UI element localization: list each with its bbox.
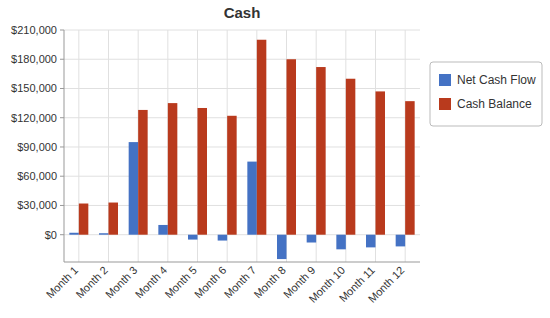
legend-swatch (439, 74, 451, 86)
bar (257, 40, 266, 235)
bar (307, 235, 316, 243)
bar (405, 101, 414, 235)
grid-line-y (64, 146, 420, 147)
grid (64, 30, 420, 262)
bar (168, 103, 177, 235)
bar (129, 142, 138, 235)
bar (247, 162, 256, 235)
bar (287, 59, 296, 234)
legend-swatch (439, 98, 451, 110)
bar (336, 235, 345, 250)
axes: $0 $30,000 $60,000 $90,000 $120,000 $150,000 $… (11, 24, 420, 305)
y-tick (60, 176, 64, 177)
x-tick-label: Month 4 (133, 264, 170, 301)
bar (277, 235, 286, 259)
grid-line-y (64, 117, 420, 118)
bar (227, 116, 236, 235)
bar (188, 235, 197, 240)
x-tick-label: Month 2 (73, 264, 110, 301)
bar (99, 233, 108, 234)
legend: Net Cash Flow Cash Balance (430, 62, 542, 126)
bar (79, 204, 88, 235)
x-axis-line (64, 262, 420, 263)
y-tick-label: $120,000 (11, 112, 57, 124)
y-tick-label: $150,000 (11, 82, 57, 94)
bar (198, 108, 207, 235)
y-tick-label: $60,000 (17, 170, 57, 182)
y-tick-label: $210,000 (11, 24, 57, 36)
y-tick (60, 205, 64, 206)
y-tick (60, 117, 64, 118)
bar (109, 203, 118, 235)
y-tick (60, 234, 64, 235)
y-tick-label: $30,000 (17, 199, 57, 211)
x-tick-label: Month 6 (192, 264, 229, 301)
x-tick-label: Month 12 (366, 264, 407, 305)
bar (218, 235, 227, 241)
x-tick-label: Month 5 (162, 264, 199, 301)
bar (158, 225, 167, 235)
x-tick-label: Month 7 (222, 264, 259, 301)
bar (346, 79, 355, 235)
y-tick-label: $180,000 (11, 53, 57, 65)
grid-line-y (64, 88, 420, 89)
chart-container: Cash $0 $30,000 $60,000 $90,000 $120,000 $150,… (0, 0, 550, 318)
grid-line-y (64, 30, 420, 31)
y-tick (60, 59, 64, 60)
bar (138, 110, 147, 235)
y-tick-label: $0 (45, 229, 57, 241)
title: Cash (224, 4, 261, 21)
legend-box (430, 62, 542, 126)
bar (376, 91, 385, 234)
x-tick-label: Month 3 (103, 264, 140, 301)
x-tick-label: Month 8 (251, 264, 288, 301)
bar (316, 67, 325, 235)
y-tick (60, 146, 64, 147)
grid-line-y (64, 176, 420, 177)
grid-line-y (64, 59, 420, 60)
y-tick (60, 30, 64, 31)
bar (69, 233, 78, 235)
bars (69, 40, 414, 259)
legend-label: Net Cash Flow (457, 73, 536, 87)
y-tick (60, 88, 64, 89)
bar (366, 235, 375, 248)
chart: Cash $0 $30,000 $60,000 $90,000 $120,000 $150,… (0, 0, 550, 318)
y-tick-label: $90,000 (17, 141, 57, 153)
legend-label: Cash Balance (457, 97, 532, 111)
y-axis-line (64, 30, 65, 262)
x-tick-label: Month 1 (44, 264, 81, 301)
bar (396, 235, 405, 247)
